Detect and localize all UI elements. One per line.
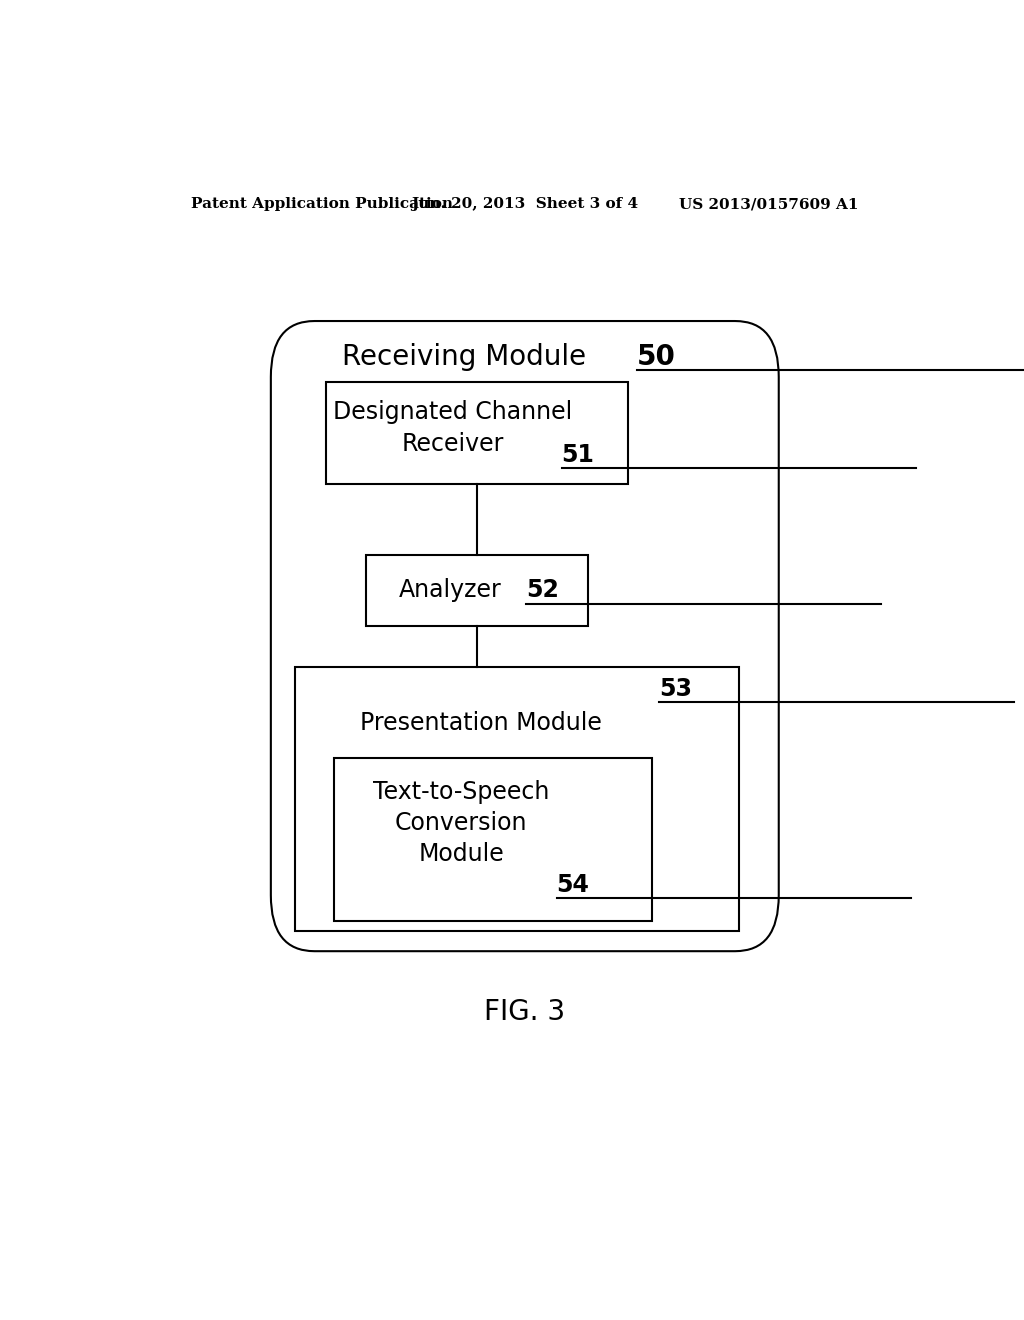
Text: 52: 52 <box>526 578 559 602</box>
Bar <box>367 554 588 626</box>
Text: Text-to-Speech
Conversion
Module: Text-to-Speech Conversion Module <box>373 780 550 866</box>
Bar <box>327 381 628 483</box>
Text: 53: 53 <box>659 677 692 701</box>
Text: Jun. 20, 2013  Sheet 3 of 4: Jun. 20, 2013 Sheet 3 of 4 <box>412 197 638 211</box>
Text: FIG. 3: FIG. 3 <box>484 998 565 1026</box>
FancyBboxPatch shape <box>270 321 779 952</box>
Text: Receiving Module: Receiving Module <box>342 343 586 371</box>
Text: Designated Channel
Receiver: Designated Channel Receiver <box>334 400 572 455</box>
Text: Presentation Module: Presentation Module <box>360 710 602 734</box>
Text: Patent Application Publication: Patent Application Publication <box>191 197 454 211</box>
Bar <box>295 667 739 931</box>
Text: 51: 51 <box>561 444 595 467</box>
Text: 54: 54 <box>557 873 590 896</box>
Text: Analyzer: Analyzer <box>399 578 502 602</box>
Text: 50: 50 <box>637 343 676 371</box>
Bar <box>334 758 652 921</box>
Text: US 2013/0157609 A1: US 2013/0157609 A1 <box>679 197 858 211</box>
